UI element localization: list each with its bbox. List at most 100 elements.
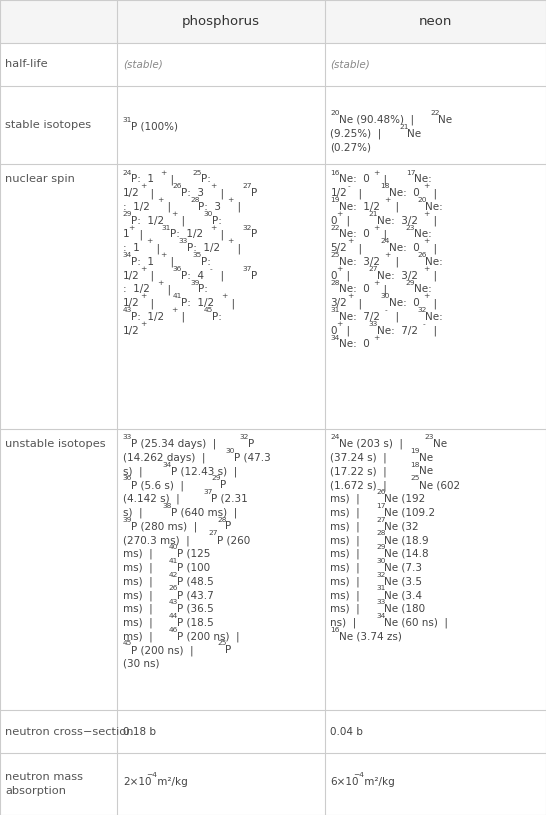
Text: +: + bbox=[347, 293, 354, 299]
Text: 34: 34 bbox=[330, 335, 340, 341]
Text: 20: 20 bbox=[417, 197, 426, 203]
Text: 33: 33 bbox=[376, 599, 385, 605]
Text: phosphorus: phosphorus bbox=[182, 15, 260, 28]
Text: +: + bbox=[160, 252, 166, 258]
Text: (stable): (stable) bbox=[123, 59, 163, 69]
Text: 28: 28 bbox=[330, 280, 340, 285]
Text: +: + bbox=[384, 197, 391, 203]
Text: 37: 37 bbox=[242, 266, 252, 272]
Text: Ne (180: Ne (180 bbox=[384, 604, 425, 614]
Text: 30: 30 bbox=[376, 557, 385, 564]
Text: Ne:  3/2: Ne: 3/2 bbox=[377, 215, 418, 226]
Text: ms)  |: ms) | bbox=[330, 535, 366, 545]
Text: 43: 43 bbox=[123, 307, 132, 313]
Text: 27: 27 bbox=[209, 531, 218, 536]
Text: |: | bbox=[389, 312, 405, 322]
Text: |: | bbox=[340, 325, 357, 336]
Text: P (100: P (100 bbox=[177, 562, 210, 572]
Text: m²/kg: m²/kg bbox=[154, 777, 188, 787]
Text: 6×10: 6×10 bbox=[330, 777, 359, 787]
Text: 16: 16 bbox=[330, 170, 340, 175]
Text: 34: 34 bbox=[376, 613, 385, 619]
Text: |: | bbox=[162, 202, 178, 212]
Text: |: | bbox=[175, 312, 192, 322]
Text: Ne: Ne bbox=[419, 452, 433, 463]
Text: 26: 26 bbox=[169, 585, 178, 592]
Text: 41: 41 bbox=[173, 293, 182, 299]
Text: 27: 27 bbox=[242, 183, 252, 189]
Text: 29: 29 bbox=[376, 544, 385, 550]
Text: +: + bbox=[140, 293, 146, 299]
Bar bbox=[0, 0, 546, 43]
Text: P:: P: bbox=[212, 312, 222, 322]
Text: Ne:: Ne: bbox=[414, 174, 432, 184]
Text: 1/2: 1/2 bbox=[123, 188, 140, 198]
Text: |: | bbox=[389, 257, 405, 267]
Text: ms)  |: ms) | bbox=[330, 604, 366, 615]
Text: 1/2: 1/2 bbox=[330, 188, 347, 198]
Text: Ne:  3/2: Ne: 3/2 bbox=[377, 271, 418, 280]
Text: 35: 35 bbox=[193, 252, 202, 258]
Text: 28: 28 bbox=[376, 531, 385, 536]
Text: P: P bbox=[251, 188, 257, 198]
Text: P:: P: bbox=[201, 174, 211, 184]
Text: +: + bbox=[423, 266, 429, 272]
Text: 33: 33 bbox=[369, 321, 378, 327]
Text: 38: 38 bbox=[163, 503, 173, 509]
Text: 1/2: 1/2 bbox=[123, 298, 140, 308]
Text: P: P bbox=[251, 229, 257, 240]
Text: 0: 0 bbox=[330, 215, 337, 226]
Text: P (200 ns)  |: P (200 ns) | bbox=[177, 632, 240, 641]
Text: (270.3 ms)  |: (270.3 ms) | bbox=[123, 535, 196, 545]
Text: 31: 31 bbox=[376, 585, 385, 592]
Text: +: + bbox=[347, 238, 354, 244]
Text: 27: 27 bbox=[369, 266, 378, 272]
Text: 28: 28 bbox=[190, 197, 199, 203]
Text: |: | bbox=[144, 188, 161, 199]
Text: |: | bbox=[340, 271, 357, 281]
Text: ms)  |: ms) | bbox=[330, 576, 366, 587]
Text: |: | bbox=[133, 229, 149, 240]
Text: -: - bbox=[210, 266, 212, 272]
Text: P (5.6 s)  |: P (5.6 s) | bbox=[131, 480, 191, 491]
Text: Ne: Ne bbox=[438, 115, 453, 125]
Text: +: + bbox=[146, 238, 152, 244]
Text: P: P bbox=[225, 645, 232, 655]
Text: Ne (3.5: Ne (3.5 bbox=[384, 576, 423, 586]
Text: ms)  |: ms) | bbox=[123, 604, 159, 615]
Text: |: | bbox=[389, 202, 405, 212]
Text: −4: −4 bbox=[146, 773, 157, 778]
Text: 30: 30 bbox=[380, 293, 390, 299]
Text: 32: 32 bbox=[240, 434, 250, 440]
Text: Ne:  0: Ne: 0 bbox=[389, 188, 419, 198]
Text: P:  3: P: 3 bbox=[198, 202, 221, 212]
Text: 43: 43 bbox=[169, 599, 178, 605]
Text: (17.22 s)  |: (17.22 s) | bbox=[330, 466, 394, 477]
Text: P (200 ns)  |: P (200 ns) | bbox=[131, 645, 200, 655]
Text: P:: P: bbox=[212, 215, 222, 226]
Text: P: P bbox=[248, 438, 254, 449]
Text: Ne:: Ne: bbox=[414, 229, 432, 240]
Text: P:  1/2: P: 1/2 bbox=[131, 312, 164, 322]
Text: 2×10: 2×10 bbox=[123, 777, 151, 787]
Text: P (640 ms)  |: P (640 ms) | bbox=[171, 508, 238, 518]
Text: 24: 24 bbox=[123, 170, 132, 175]
Text: Ne:  0: Ne: 0 bbox=[339, 229, 369, 240]
Text: +: + bbox=[373, 170, 379, 175]
Text: Ne:  7/2: Ne: 7/2 bbox=[339, 312, 379, 322]
Text: +: + bbox=[384, 252, 391, 258]
Text: 3/2: 3/2 bbox=[330, 298, 347, 308]
Text: Ne (602: Ne (602 bbox=[419, 480, 460, 490]
Text: 24: 24 bbox=[380, 238, 390, 244]
Text: |: | bbox=[231, 202, 241, 212]
Text: 1/2: 1/2 bbox=[123, 271, 140, 280]
Text: ns)  |: ns) | bbox=[330, 618, 363, 628]
Text: P (48.5: P (48.5 bbox=[177, 576, 213, 586]
Text: 39: 39 bbox=[190, 280, 199, 285]
Text: ms)  |: ms) | bbox=[330, 508, 366, 518]
Text: P:  1: P: 1 bbox=[131, 174, 154, 184]
Text: ms)  |: ms) | bbox=[123, 576, 159, 587]
Text: +: + bbox=[128, 225, 135, 231]
Text: 41: 41 bbox=[169, 557, 178, 564]
Text: Ne (18.9: Ne (18.9 bbox=[384, 535, 429, 545]
